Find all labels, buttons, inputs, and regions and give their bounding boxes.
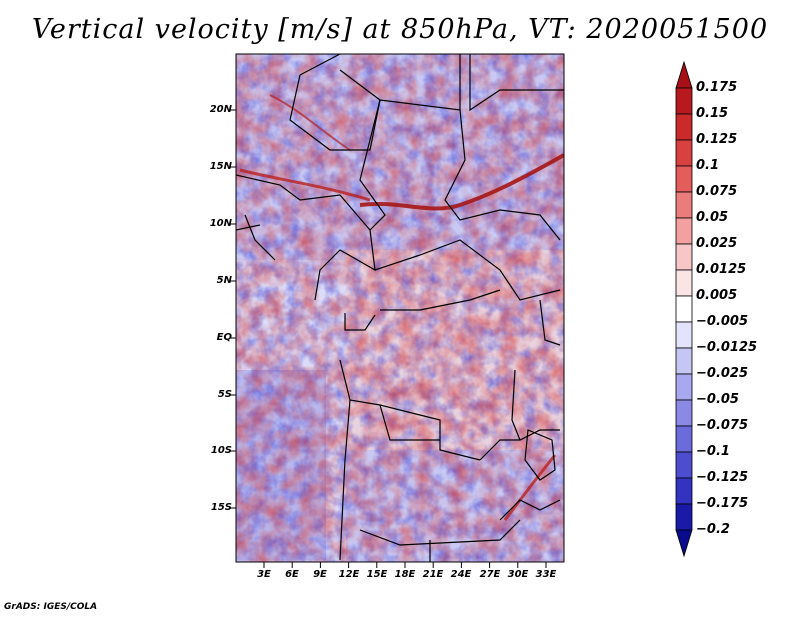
colorbar-label: −0.05: [696, 392, 739, 407]
lat-label: 5N: [216, 275, 232, 286]
colorbar-label: 0.15: [696, 106, 729, 121]
colorbar-swatch: [675, 399, 693, 427]
colorbar-swatch: [675, 321, 693, 349]
lon-label: 18E: [394, 569, 416, 580]
colorbar-label: 0.025: [696, 236, 738, 251]
lat-label: EQ: [216, 332, 232, 343]
colorbar-label: 0.1: [696, 158, 720, 173]
chart-title: Vertical velocity [m/s] at 850hPa, VT: 2…: [31, 14, 769, 45]
colorbar-label: −0.1: [696, 444, 730, 459]
credit-text: GrADS: IGES/COLA: [4, 602, 98, 612]
colorbar-swatch: [675, 295, 693, 323]
colorbar-swatch: [675, 165, 693, 193]
colorbar-label: −0.005: [696, 314, 749, 329]
lat-label: 10N: [209, 218, 232, 229]
colorbar-bottom-arrow: [675, 529, 693, 558]
lon-label: 27E: [479, 569, 501, 580]
country-borders: [236, 54, 564, 562]
colorbar-label: 0.075: [696, 184, 738, 199]
lat-label: 15S: [210, 502, 232, 513]
colorbar-label: −0.075: [696, 418, 749, 433]
lon-label: 30E: [507, 569, 529, 580]
colorbar-top-arrow: [675, 60, 693, 89]
colorbar-label: 0.05: [696, 210, 729, 225]
lon-label: 6E: [285, 569, 299, 580]
lat-label: 15N: [209, 161, 232, 172]
colorbar-label: −0.125: [696, 470, 749, 485]
colorbar-swatch: [675, 217, 693, 245]
lon-label: 24E: [450, 569, 472, 580]
lat-label: 20N: [209, 104, 232, 115]
colorbar-label: −0.175: [696, 496, 749, 511]
lat-label: 10S: [210, 445, 232, 456]
colorbar-swatch: [675, 139, 693, 167]
colorbar-swatch: [675, 347, 693, 375]
colorbar-swatch: [675, 425, 693, 453]
colorbar-label: −0.0125: [696, 340, 758, 355]
colorbar-swatch: [675, 243, 693, 271]
lon-label: 15E: [366, 569, 388, 580]
colorbar-swatch: [675, 477, 693, 505]
colorbar-label: −0.2: [696, 522, 730, 537]
colorbar-label: 0.0125: [696, 262, 747, 277]
colorbar-swatch: [675, 87, 693, 115]
colorbar-label: 0.175: [696, 80, 738, 95]
lon-label: 9E: [313, 569, 327, 580]
lon-label: 3E: [257, 569, 271, 580]
vertical-velocity-field: [236, 54, 564, 562]
colorbar-swatch: [675, 269, 693, 297]
colorbar-swatch: [675, 503, 693, 531]
colorbar-swatch: [675, 113, 693, 141]
lon-label: 12E: [338, 569, 360, 580]
colorbar: [675, 60, 693, 558]
colorbar-label: −0.025: [696, 366, 749, 381]
colorbar-swatch: [675, 451, 693, 479]
map-frame: [235, 53, 565, 563]
lat-label: 5S: [217, 389, 232, 400]
colorbar-label: 0.125: [696, 132, 738, 147]
lon-label: 21E: [422, 569, 444, 580]
axis-ticks: [230, 109, 547, 568]
colorbar-label: 0.005: [696, 288, 738, 303]
colorbar-swatch: [675, 191, 693, 219]
colorbar-swatch: [675, 373, 693, 401]
lon-label: 33E: [535, 569, 557, 580]
